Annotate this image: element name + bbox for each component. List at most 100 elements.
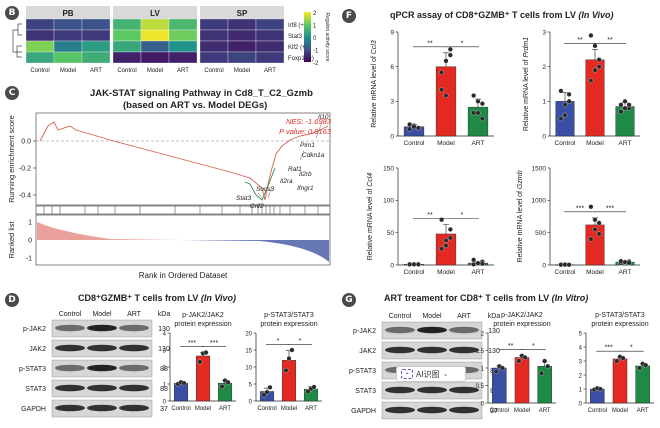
chart-title-line1: p-STAT3/STAT3 xyxy=(264,312,314,319)
chart-xtick-label: Control xyxy=(404,269,426,276)
data-point xyxy=(592,226,598,232)
data-point xyxy=(558,116,564,122)
blot-band xyxy=(417,346,447,354)
gsea-gene-label: Ifngr1 xyxy=(297,185,314,192)
data-point xyxy=(545,363,551,369)
gsea-nes: NES: -1.6983 xyxy=(286,117,332,126)
panel-f-title-main: qPCR assay of CD8⁺GZMB⁺ T cells from LV xyxy=(390,10,579,20)
blot-band xyxy=(449,406,479,414)
gsea-ytick-label: -0.2 xyxy=(19,166,31,173)
blot-kda-value: 130 xyxy=(488,348,500,355)
blot-band xyxy=(87,344,117,352)
heatmap-col-label: ART xyxy=(177,68,189,74)
chart-xtick-label: Model xyxy=(437,269,455,276)
data-point xyxy=(562,102,568,108)
chart-ytick-label: 5 xyxy=(249,382,253,388)
blot-lane-label: Control xyxy=(389,313,412,320)
chart-ytick-label: 3 xyxy=(542,29,546,36)
panel-letter-g: G xyxy=(342,293,356,307)
heatmap-group-label: SP xyxy=(237,9,248,18)
blot-kda-header: kDa xyxy=(158,311,171,318)
gsea-ranked-frame xyxy=(35,214,331,266)
significance-stars: * xyxy=(461,212,464,219)
gsea-ytick-label: -0.4 xyxy=(19,193,31,200)
panel-letter-d: D xyxy=(5,293,19,307)
chart-xtick-label: Control xyxy=(490,408,509,414)
blot-kda-value: 88 xyxy=(160,386,168,393)
data-point xyxy=(219,384,225,389)
heatmap-col-label: Control xyxy=(30,68,49,74)
blot-kda-value: 130 xyxy=(158,326,170,333)
blot-band xyxy=(55,344,85,352)
panel-g-title: ART treament for CD8⁺ T cells from LV (I… xyxy=(384,293,588,304)
chart-ytick-label: 1000 xyxy=(532,198,547,205)
chart-ytick-label: 9 xyxy=(390,29,394,36)
blot-band xyxy=(119,384,149,392)
chart-ylabel: Relative mRNA level of Gzmb xyxy=(517,170,524,262)
significance-stars: *** xyxy=(606,205,614,212)
error-bar xyxy=(443,223,449,234)
blot-band xyxy=(55,364,85,372)
blot-lane-label: Model xyxy=(422,313,442,320)
chart-ytick-label: 1 xyxy=(163,382,167,388)
data-point xyxy=(643,362,649,368)
significance-stars: *** xyxy=(605,345,613,352)
blot-band xyxy=(55,384,85,392)
blot-row-label: GAPDH xyxy=(21,406,46,413)
chart-xtick-label: Model xyxy=(612,408,628,414)
chart-ytick-label: 4 xyxy=(163,331,167,337)
blot-kda-value: 88 xyxy=(160,366,168,373)
significance-stars: * xyxy=(277,338,280,345)
blot-band xyxy=(119,404,149,412)
panel-d-title-main: CD8⁺GZMB⁺ T cells from LV xyxy=(78,293,201,303)
blot-band xyxy=(417,326,447,334)
gsea-ytick-label: 0.0 xyxy=(21,139,31,146)
data-point xyxy=(415,261,421,267)
data-point xyxy=(197,359,203,365)
data-point xyxy=(596,57,602,63)
chart-xtick-label: Model xyxy=(195,406,211,412)
heatmap-dendrogram xyxy=(12,23,22,58)
panel-letter-f: F xyxy=(342,9,356,23)
data-point xyxy=(637,365,643,371)
chart-ytick-label: 15 xyxy=(245,348,252,354)
chart-ytick-label: 0.5 xyxy=(476,384,485,390)
data-point xyxy=(566,91,572,97)
chart-ytick-label: 2 xyxy=(481,331,485,337)
chart-ytick-label: 1.5 xyxy=(476,349,485,355)
chart-ytick-label: 3 xyxy=(163,348,167,354)
chart-ytick-label: 6 xyxy=(390,64,394,71)
data-point xyxy=(267,384,273,390)
chart-xtick-label: ART xyxy=(539,408,551,414)
data-point xyxy=(311,384,317,390)
data-point xyxy=(264,389,270,395)
chart-ytick-label: 3 xyxy=(579,359,583,365)
significance-stars: ** xyxy=(607,37,613,44)
chart-xtick-label: ART xyxy=(619,140,632,147)
panel-d-title: CD8⁺GZMB⁺ T cells from LV (In Vivo) xyxy=(78,293,236,304)
data-point xyxy=(225,379,231,385)
blot-band xyxy=(55,324,85,332)
gsea-gene-label: Il10 xyxy=(318,114,329,121)
data-point xyxy=(443,243,449,249)
chart-xtick-label: Control xyxy=(404,140,426,147)
data-point xyxy=(597,386,603,392)
blot-band xyxy=(119,324,149,332)
blot-band xyxy=(87,384,117,392)
ai-recognition-badge[interactable]: ⌖ AI识图 ⌄ xyxy=(396,366,466,382)
chart-xtick-label: Control xyxy=(171,406,190,412)
significance-stars: ** xyxy=(427,212,433,219)
chart-ytick-label: 10 xyxy=(245,365,252,371)
chart-ytick-label: 500 xyxy=(535,230,546,237)
data-point xyxy=(439,246,445,252)
chart-title-line1: p-STAT3/STAT3 xyxy=(595,312,645,319)
panel-f-title-italic: (In Vivo) xyxy=(578,10,614,20)
chart-ytick-label: 4 xyxy=(579,345,583,351)
chart-title-line2: protein expression xyxy=(493,321,550,328)
heatmap-col-label: ART xyxy=(90,68,102,74)
data-point xyxy=(588,204,594,210)
data-point xyxy=(286,356,292,361)
heatmap-row-label: Foxp1 (+) xyxy=(288,56,314,62)
panel-f-title: qPCR assay of CD8⁺GZMB⁺ T cells from LV … xyxy=(390,10,614,21)
